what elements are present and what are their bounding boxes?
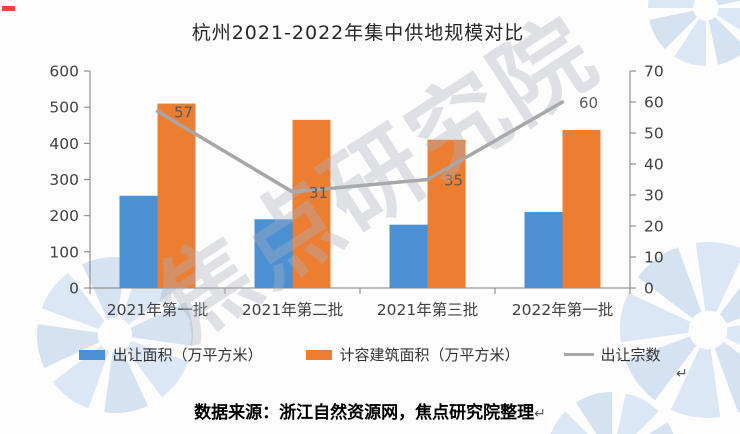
svg-text:0: 0 [69,280,79,298]
svg-text:500: 500 [49,99,79,117]
legend-label: 出让宗数 [600,346,661,364]
svg-text:57: 57 [174,103,193,121]
svg-text:60: 60 [579,94,598,112]
svg-text:10: 10 [644,249,664,267]
legend-swatch-orange-bar [306,349,333,360]
svg-text:0: 0 [644,280,654,298]
chart-legend: 出让面积（万平方米） 计容建筑面积（万平方米） 出让宗数 [0,344,740,365]
svg-text:2021年第二批: 2021年第二批 [242,301,343,319]
svg-text:40: 40 [644,156,664,174]
svg-text:300: 300 [49,171,79,189]
svg-text:100: 100 [49,243,79,261]
legend-item-transfer-area: 出让面积（万平方米） [79,344,262,365]
svg-text:20: 20 [644,218,664,236]
svg-text:2022年第一批: 2022年第一批 [512,301,613,319]
paragraph-return-mark: ↵ [676,366,688,382]
svg-text:31: 31 [309,184,328,202]
svg-text:35: 35 [444,172,463,190]
legend-swatch-gray-line [563,353,594,356]
legend-item-parcel-count: 出让宗数 [563,344,661,365]
svg-text:2021年第三批: 2021年第三批 [377,301,478,319]
svg-text:60: 60 [644,94,664,112]
source-return-mark: ↵ [534,406,546,422]
legend-label: 出让面积（万平方米） [112,346,263,364]
svg-text:200: 200 [49,207,79,225]
svg-text:30: 30 [644,187,664,205]
svg-text:600: 600 [49,63,79,81]
svg-text:50: 50 [644,125,664,143]
chart-title: 杭州2021-2022年集中供地规模对比 [191,22,525,44]
legend-item-floor-area: 计容建筑面积（万平方米） [306,344,520,365]
svg-text:2021年第一批: 2021年第一批 [107,301,208,319]
legend-swatch-blue-bar [79,349,106,360]
svg-text:70: 70 [644,63,664,81]
source-note: 数据来源：浙江自然资源网，焦点研究院整理↵ [0,398,740,423]
corner-mark [2,6,15,11]
source-note-text: 数据来源：浙江自然资源网，焦点研究院整理 [194,403,535,423]
legend-label: 计容建筑面积（万平方米） [339,346,520,364]
svg-text:400: 400 [49,135,79,153]
